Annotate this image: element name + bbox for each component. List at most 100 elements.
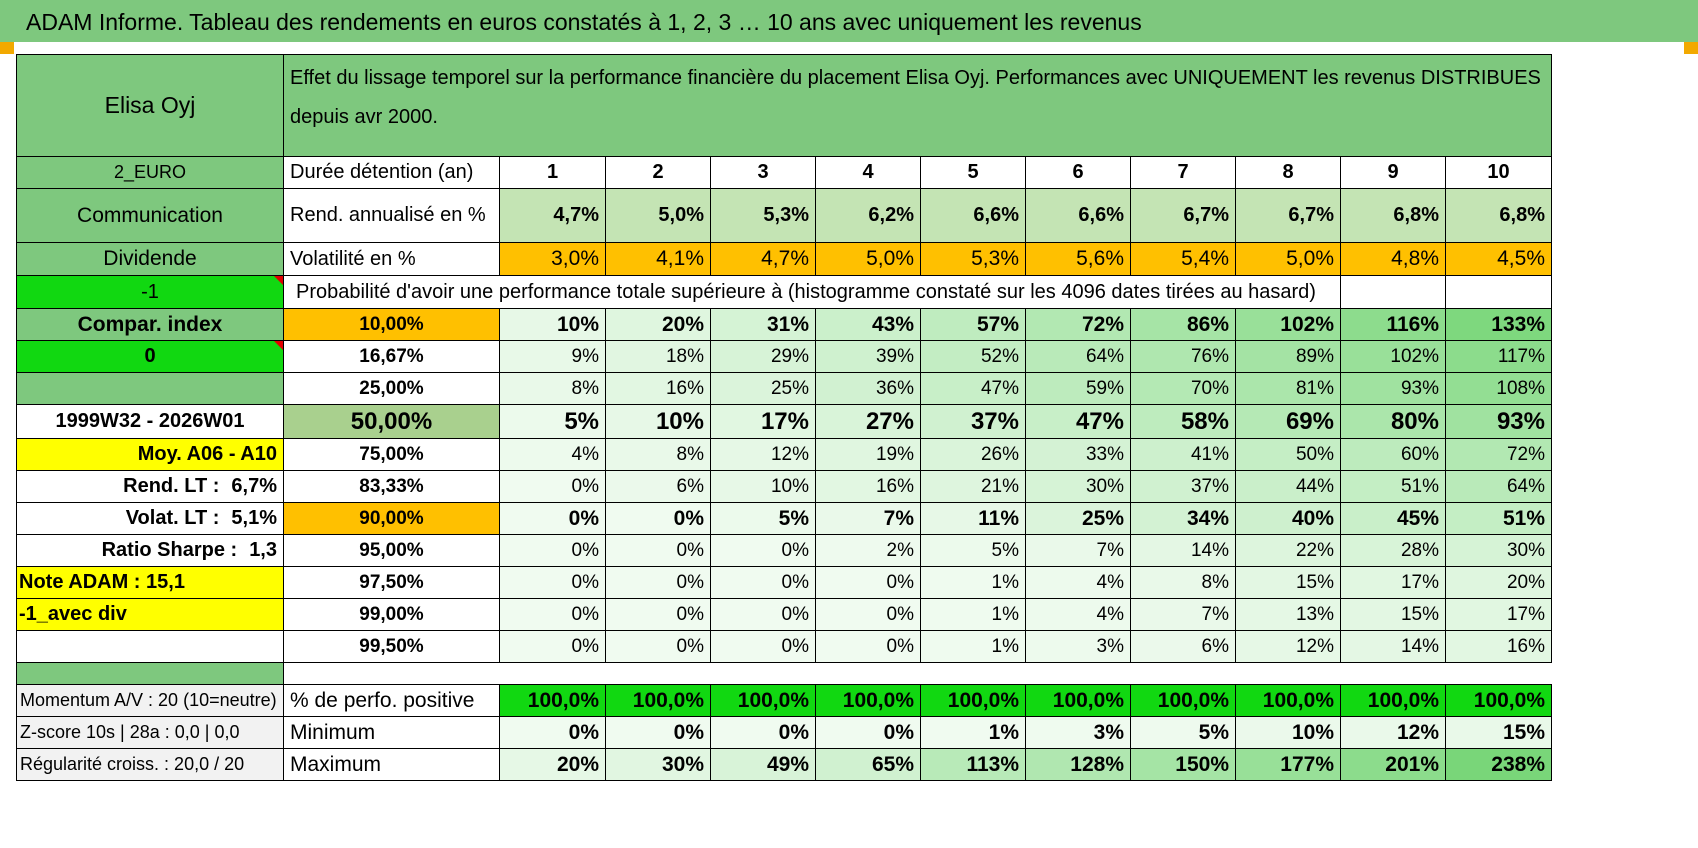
compar-index-label: Compar. index [16,308,284,341]
type-label: Dividende [16,242,284,276]
report-title: ADAM Informe. Tableau des rendements en … [0,0,1698,42]
rend-value: 6,2% [815,188,921,243]
probability-value: 4% [499,438,606,471]
probability-value: 117% [1445,340,1552,373]
threshold-pct: 97,50% [283,566,500,599]
security-name: Elisa Oyj [16,54,284,157]
probability-value: 17% [710,404,816,439]
probability-value: 30% [1025,470,1131,503]
year-header: 9 [1340,156,1446,189]
maximum-value: 128% [1025,748,1131,781]
probability-value: 6% [1130,630,1236,663]
spacer-left [16,662,284,685]
sector-label: Communication [16,188,284,243]
probability-value: 89% [1235,340,1341,373]
probability-value: 29% [710,340,816,373]
rend-value: 6,8% [1340,188,1446,243]
probability-value: 16% [815,470,921,503]
year-header: 6 [1025,156,1131,189]
probability-value: 5% [499,404,606,439]
volat-lt-label: Volat. LT : 5,1% [16,502,284,535]
vol-value: 5,0% [1235,242,1341,276]
blank-label [16,630,284,663]
probability-value: 0% [710,566,816,599]
probability-value: 7% [1025,534,1131,567]
probability-value: 93% [1340,372,1446,405]
probability-value: 0% [499,534,606,567]
probability-value: 30% [1445,534,1552,567]
probability-value: 76% [1130,340,1236,373]
probability-value: 12% [710,438,816,471]
rend-value: 5,3% [710,188,816,243]
probability-value: 0% [499,630,606,663]
probability-value: 5% [920,534,1026,567]
year-header: 4 [815,156,921,189]
volat-lt-label-value: 5,1% [231,507,277,529]
probability-value: 7% [1130,598,1236,631]
probability-value: 6% [605,470,711,503]
probability-value: 31% [710,308,816,341]
probability-value: 70% [1130,372,1236,405]
minimum-value: 0% [710,716,816,749]
probability-value: 8% [605,438,711,471]
vol-value: 4,8% [1340,242,1446,276]
probability-value: 1% [920,630,1026,663]
probability-value: 1% [920,598,1026,631]
probability-value: 0% [605,502,711,535]
probability-value: 8% [1130,566,1236,599]
empty-cell [1445,275,1552,309]
average-label: Moy. A06 - A10 [16,438,284,471]
positive-value: 100,0% [815,684,921,717]
probability-value: 60% [1340,438,1446,471]
probability-value: 37% [1130,470,1236,503]
probability-value: 69% [1235,404,1341,439]
positive-value: 100,0% [499,684,606,717]
probability-value: 16% [1445,630,1552,663]
probability-value: 102% [1235,308,1341,341]
probability-value: 50% [1235,438,1341,471]
probability-value: 20% [605,308,711,341]
probability-value: 45% [1340,502,1446,535]
probability-value: 10% [710,470,816,503]
flag-1-cell[interactable]: -1 [16,275,284,309]
maximum-label: Maximum [283,748,500,781]
momentum-label: Momentum A/V : 20 (10=neutre) [16,684,284,717]
probability-value: 34% [1130,502,1236,535]
probability-value: 14% [1340,630,1446,663]
sharpe-label-text: Ratio Sharpe : [101,539,238,561]
year-header: 1 [499,156,606,189]
minimum-value: 12% [1340,716,1446,749]
probability-value: 14% [1130,534,1236,567]
probability-value: 0% [815,630,921,663]
rend-value: 6,6% [920,188,1026,243]
rend-value: 6,7% [1235,188,1341,243]
maximum-value: 20% [499,748,606,781]
probability-value: 86% [1130,308,1236,341]
probability-value: 11% [920,502,1026,535]
rend-lt-label: Rend. LT : 6,7% [16,470,284,503]
probability-value: 12% [1235,630,1341,663]
minimum-label: Minimum [283,716,500,749]
probability-value: 16% [605,372,711,405]
probability-value: 0% [815,566,921,599]
rend-lt-label-value: 6,7% [231,475,277,497]
threshold-pct: 83,33% [283,470,500,503]
note-label: Note ADAM : 15,1 [16,566,284,599]
probability-value: 41% [1130,438,1236,471]
probability-value: 13% [1235,598,1341,631]
flag-2-cell[interactable]: 0 [16,340,284,373]
threshold-pct: 95,00% [283,534,500,567]
probability-value: 37% [920,404,1026,439]
probability-value: 116% [1340,308,1446,341]
threshold-pct: 99,00% [283,598,500,631]
sharpe-label-value: 1,3 [249,539,277,561]
vol-value: 4,5% [1445,242,1552,276]
mode-label: -1_avec div [16,598,284,631]
probability-value: 0% [710,630,816,663]
positive-value: 100,0% [1130,684,1236,717]
probability-value: 8% [499,372,606,405]
probability-value: 59% [1025,372,1131,405]
probability-value: 0% [499,598,606,631]
sharpe-label: Ratio Sharpe : 1,3 [16,534,284,567]
probability-value: 47% [920,372,1026,405]
